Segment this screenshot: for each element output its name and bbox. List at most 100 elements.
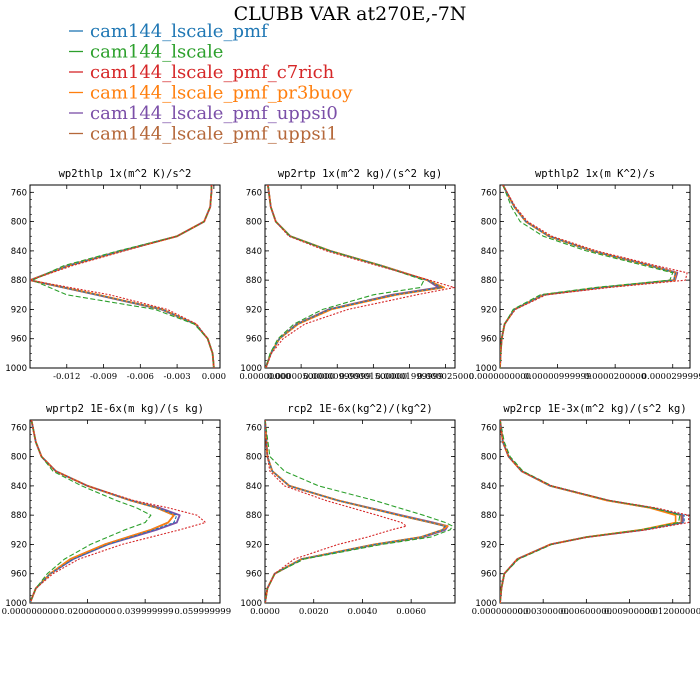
x-tick-label: 0.0000000000 <box>469 372 531 382</box>
legend: cam144_lscale_pmfcam144_lscalecam144_lsc… <box>69 21 353 145</box>
y-tick-label: 920 <box>11 305 27 315</box>
y-tick-label: 1000 <box>240 364 262 374</box>
y-tick-label: 840 <box>246 247 262 257</box>
y-tick-label: 920 <box>481 540 497 550</box>
x-tick-label: 0.0060 <box>396 607 426 617</box>
y-tick-label: 760 <box>481 423 497 433</box>
y-tick-label: 760 <box>11 188 27 198</box>
y-tick-label: 880 <box>11 511 27 521</box>
y-tick-label: 960 <box>11 335 27 345</box>
legend-item: cam144_lscale_pmf_c7rich <box>69 62 335 83</box>
series-line <box>265 420 446 603</box>
chart-panel: wp2rcp 1E-3x(m^2 kg)/(s^2 kg) 760 800 840 88… <box>472 403 700 617</box>
x-tick-label: 0.0000200000 <box>584 372 646 382</box>
x-tick-label: 0.0000 <box>250 607 280 617</box>
x-tick-label: 0.000025000 <box>417 372 474 382</box>
series-line <box>500 420 685 603</box>
x-tick-label: 0.020000000 <box>59 607 116 617</box>
series-line <box>265 420 449 603</box>
y-tick-label: 1000 <box>5 599 27 609</box>
series-line <box>30 185 215 368</box>
y-tick-label: 800 <box>246 218 262 228</box>
legend-label: cam144_lscale_pmf <box>90 21 269 42</box>
panel-title: wpthlp2 1x(m K^2)/s <box>535 168 655 180</box>
x-tick-label: 0.012000000 <box>644 607 700 617</box>
series-line <box>500 420 684 603</box>
chart-panels: wp2thlp 1x(m^2 K)/s^2 760 800 840 880 920 960 1… <box>2 168 700 617</box>
series-line <box>500 185 674 368</box>
chart-panel: wp2rtp 1x(m^2 kg)/(s^2 kg) 760 800 840 880 92… <box>239 168 474 382</box>
y-tick-label: 800 <box>11 453 27 463</box>
x-tick-label: 0.00000000 <box>239 372 290 382</box>
chart-panel: wpthlp2 1x(m K^2)/s 760 800 840 880 920 960 100… <box>469 168 700 382</box>
chart-panel: rcp2 1E-6x(kg^2)/(kg^2) 760 800 840 880 920 96… <box>240 403 456 617</box>
series-line <box>30 420 181 603</box>
y-tick-label: 840 <box>481 482 497 492</box>
x-tick-label: -0.003 <box>163 372 190 382</box>
y-tick-label: 880 <box>481 511 497 521</box>
panel-title: wprtp2 1E-6x(m kg)/(s kg) <box>46 403 204 415</box>
x-tick-label: 0.00001500000 <box>340 372 408 382</box>
y-tick-label: 960 <box>481 570 497 580</box>
y-tick-label: 800 <box>246 453 262 463</box>
x-tick-label: -0.006 <box>127 372 154 382</box>
series-line <box>500 420 677 603</box>
series-line <box>500 420 681 603</box>
x-tick-label: 0.000000000 <box>2 607 59 617</box>
legend-label: cam144_lscale_pmf_uppsi0 <box>90 103 338 124</box>
y-tick-label: 800 <box>481 218 497 228</box>
series-line <box>265 420 449 603</box>
y-tick-label: 760 <box>481 188 497 198</box>
series-line <box>31 185 215 368</box>
y-tick-label: 840 <box>11 247 27 257</box>
chart-panel: wprtp2 1E-6x(m kg)/(s kg) 760 800 840 880 920… <box>2 403 232 617</box>
y-tick-label: 920 <box>246 540 262 550</box>
series-line <box>265 420 454 603</box>
y-tick-label: 880 <box>246 276 262 286</box>
x-tick-label: 0.00000999999 <box>524 372 592 382</box>
x-tick-label: 0.00600000 <box>561 607 612 617</box>
legend-label: cam144_lscale_pmf_c7rich <box>90 62 335 83</box>
legend-label: cam144_lscale_pmf_uppsi1 <box>90 124 338 145</box>
series-line <box>500 185 677 368</box>
plot-frame <box>264 184 456 369</box>
y-tick-label: 760 <box>246 188 262 198</box>
legend-label: cam144_lscale <box>90 42 223 63</box>
y-tick-label: 1000 <box>5 364 27 374</box>
x-tick-label: 0.00000999999 <box>303 372 371 382</box>
series-line <box>30 185 215 368</box>
x-tick-label: 0.00000500000 <box>267 372 335 382</box>
y-tick-label: 1000 <box>475 364 497 374</box>
series-line <box>500 185 688 368</box>
plot-frame <box>29 184 221 369</box>
series-line <box>30 420 207 603</box>
series-line <box>265 420 407 603</box>
y-tick-label: 960 <box>481 335 497 345</box>
panel-title: rcp2 1E-6x(kg^2)/(kg^2) <box>287 403 432 415</box>
series-line <box>500 185 679 368</box>
series-line <box>500 420 683 603</box>
plot-frame <box>499 184 691 369</box>
legend-item: cam144_lscale_pmf_uppsi0 <box>69 103 338 124</box>
x-tick-label: 0.00300000 <box>517 607 568 617</box>
x-tick-label: 0.059999999 <box>174 607 231 617</box>
y-tick-label: 880 <box>11 276 27 286</box>
y-tick-label: 880 <box>481 276 497 286</box>
x-tick-label: 0.000000000 <box>472 607 529 617</box>
series-line <box>265 185 455 368</box>
series-line <box>500 185 678 368</box>
y-tick-label: 840 <box>11 482 27 492</box>
x-tick-label: 0.0020 <box>299 607 329 617</box>
y-tick-label: 760 <box>11 423 27 433</box>
series-line <box>265 185 443 368</box>
legend-label: cam144_lscale_pmf_pr3buoy <box>90 83 353 104</box>
series-line <box>30 185 215 368</box>
plot-frame <box>264 419 456 604</box>
x-tick-label: -0.012 <box>53 372 80 382</box>
x-tick-label: 0.039999999 <box>117 607 174 617</box>
legend-item: cam144_lscale <box>69 42 223 63</box>
y-tick-label: 920 <box>246 305 262 315</box>
series-line <box>500 185 677 368</box>
legend-item: cam144_lscale_pmf <box>69 21 269 42</box>
series-line <box>30 185 215 368</box>
